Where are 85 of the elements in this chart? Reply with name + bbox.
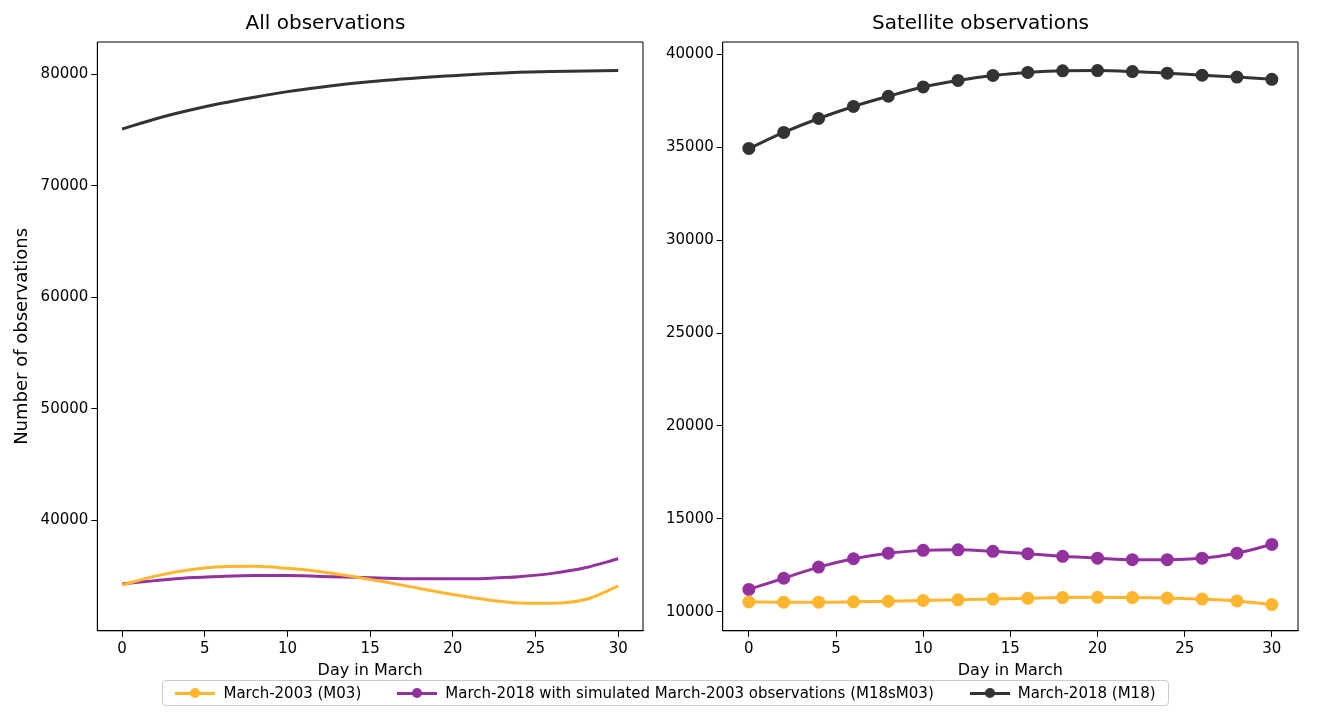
legend-label: March-2018 (M18) bbox=[1017, 684, 1156, 702]
point bbox=[1230, 70, 1244, 84]
y-tick-label: 30000 bbox=[666, 230, 714, 249]
x-tick-label: 0 bbox=[744, 638, 754, 657]
point bbox=[1230, 594, 1244, 608]
x-tick-label: 20 bbox=[1087, 638, 1108, 657]
point bbox=[1125, 591, 1139, 605]
chart-title: All observations bbox=[245, 10, 406, 35]
x-tick-label: 30 bbox=[608, 638, 628, 657]
legend-label: March-2018 with simulated March-2003 observations (M18sM03) bbox=[445, 684, 934, 702]
y-tick-label: 20000 bbox=[666, 415, 714, 434]
y-tick-label: 25000 bbox=[666, 322, 714, 341]
x-tick-label: 5 bbox=[200, 638, 210, 657]
x-axis-title: Day in March bbox=[317, 659, 423, 679]
point bbox=[1125, 65, 1139, 79]
point bbox=[1056, 591, 1070, 605]
point bbox=[1265, 72, 1279, 86]
point bbox=[1265, 598, 1279, 612]
point bbox=[1091, 64, 1105, 78]
point bbox=[1160, 553, 1174, 567]
point bbox=[916, 80, 930, 94]
point bbox=[777, 125, 791, 139]
point bbox=[846, 552, 860, 566]
point bbox=[916, 543, 930, 557]
legend-label: March-2003 (M03) bbox=[223, 684, 362, 702]
point bbox=[881, 89, 895, 103]
y-tick-label: 70000 bbox=[40, 175, 89, 194]
x-tick-label: 0 bbox=[117, 638, 127, 657]
line-series bbox=[120, 557, 620, 586]
point bbox=[1230, 546, 1244, 560]
point bbox=[1056, 64, 1070, 78]
point bbox=[951, 73, 965, 87]
point bbox=[951, 543, 965, 557]
y-tick-label: 80000 bbox=[40, 64, 89, 83]
x-tick-label: 10 bbox=[277, 638, 298, 657]
point bbox=[777, 595, 791, 609]
x-tick-label: 25 bbox=[1175, 638, 1195, 657]
y-axis-title: Number of observations bbox=[10, 227, 32, 445]
point bbox=[881, 546, 895, 560]
point bbox=[916, 594, 930, 608]
chart-title: Satellite observations bbox=[872, 10, 1089, 35]
point bbox=[986, 544, 1000, 558]
point bbox=[881, 594, 895, 608]
point bbox=[777, 571, 791, 585]
point bbox=[1265, 537, 1279, 551]
point bbox=[1021, 591, 1035, 605]
point bbox=[742, 141, 756, 155]
point bbox=[1021, 547, 1035, 561]
x-tick-label: 25 bbox=[525, 638, 546, 657]
line-series bbox=[120, 69, 620, 131]
y-tick-label: 35000 bbox=[666, 137, 714, 156]
point bbox=[986, 68, 1000, 82]
point bbox=[1195, 551, 1209, 565]
line-series bbox=[120, 564, 620, 605]
y-tick-label: 40000 bbox=[40, 510, 89, 529]
x-tick-label: 5 bbox=[831, 638, 841, 657]
x-tick-label: 10 bbox=[913, 638, 933, 657]
point bbox=[742, 595, 756, 609]
point bbox=[951, 593, 965, 607]
point bbox=[986, 592, 1000, 606]
point bbox=[1195, 68, 1209, 82]
point bbox=[812, 595, 826, 609]
y-tick-label: 10000 bbox=[666, 601, 714, 620]
point bbox=[1160, 591, 1174, 605]
point bbox=[1091, 551, 1105, 565]
point bbox=[846, 595, 860, 609]
point bbox=[1195, 592, 1209, 606]
y-tick-label: 40000 bbox=[666, 44, 714, 63]
point bbox=[742, 582, 756, 596]
point bbox=[812, 112, 826, 126]
point bbox=[846, 99, 860, 113]
point bbox=[1091, 590, 1105, 604]
point bbox=[1021, 65, 1035, 79]
point bbox=[1160, 66, 1174, 80]
x-axis-title: Day in March bbox=[957, 659, 1063, 679]
x-tick-label: 20 bbox=[443, 638, 463, 657]
y-tick-label: 50000 bbox=[40, 398, 89, 417]
point bbox=[1125, 553, 1139, 567]
point bbox=[1056, 549, 1070, 563]
x-tick-label: 30 bbox=[1262, 638, 1282, 657]
y-tick-label: 15000 bbox=[666, 508, 714, 527]
x-tick-label: 15 bbox=[1000, 638, 1020, 657]
point bbox=[812, 560, 826, 574]
y-tick-label: 60000 bbox=[40, 287, 89, 306]
x-tick-label: 15 bbox=[360, 638, 380, 657]
